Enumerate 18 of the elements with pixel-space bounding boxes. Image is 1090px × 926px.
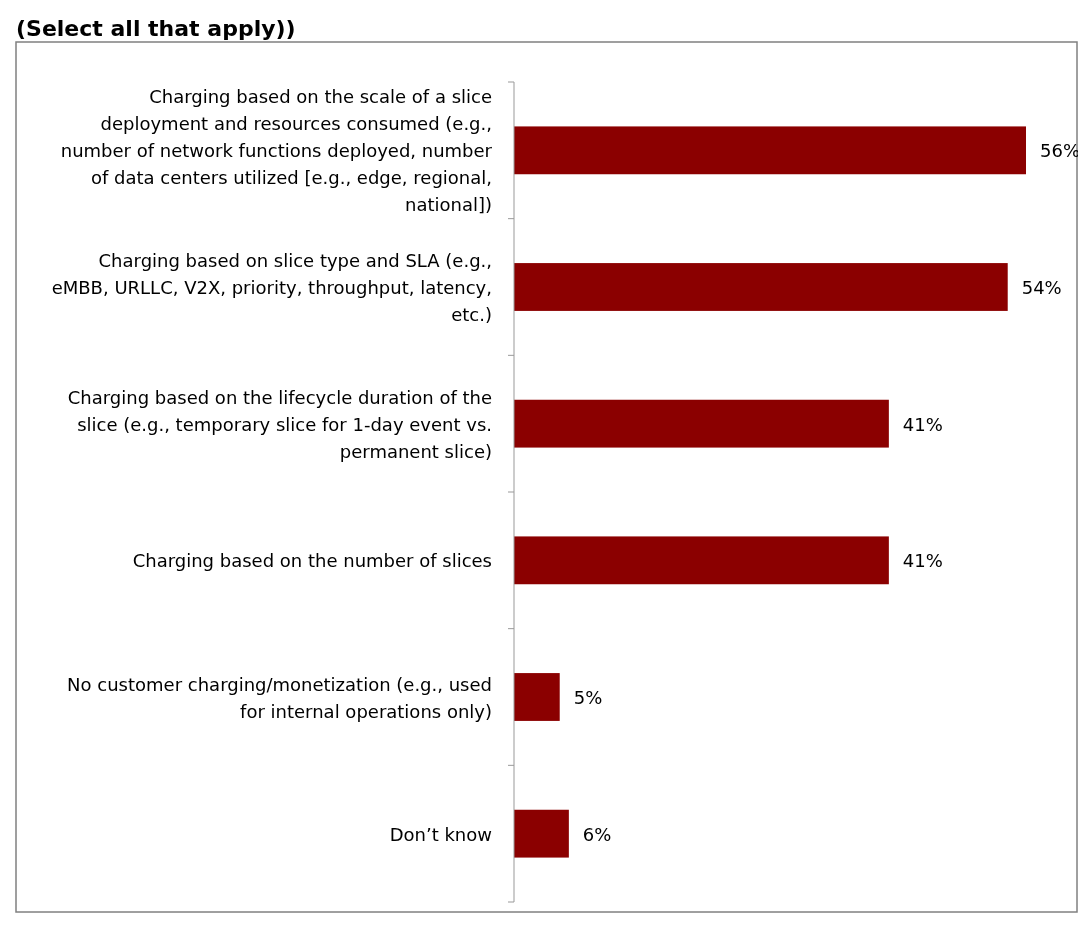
data-label: 6% [582, 823, 612, 845]
bar [514, 673, 560, 721]
data-label: 54% [1021, 277, 1062, 298]
bar [514, 399, 889, 448]
bar [514, 263, 1008, 311]
y-tick-label: Don’t know [389, 823, 492, 845]
bar [514, 536, 889, 585]
y-tick-label: No customer charging/monetization (e.g., used for internal operations only) [67, 673, 492, 722]
y-tick-label: Charging based on slice type and SLA (e.g., eMBB, URLLC, V2X, priority, throughput, latency, etc.) [51, 250, 492, 325]
data-label: 41% [902, 413, 943, 435]
y-tick-label: Charging based on the lifecycle duration of the slice (e.g., temporary slice for 1-day event vs. permanent slice) [67, 386, 492, 462]
data-label: 41% [902, 550, 943, 572]
data-label: 5% [573, 687, 603, 708]
bar [514, 809, 569, 858]
y-tick-label: Charging based on the number of slices [132, 550, 492, 572]
y-tick-label: Charging based on the scale of a slice deployment and resources consumed (e.g., number of network functions deployed, number of data centers utilized [e.g., edge, regional, national]) [60, 86, 493, 216]
text: (Select all that apply)) [16, 16, 296, 41]
bar [514, 126, 1026, 175]
